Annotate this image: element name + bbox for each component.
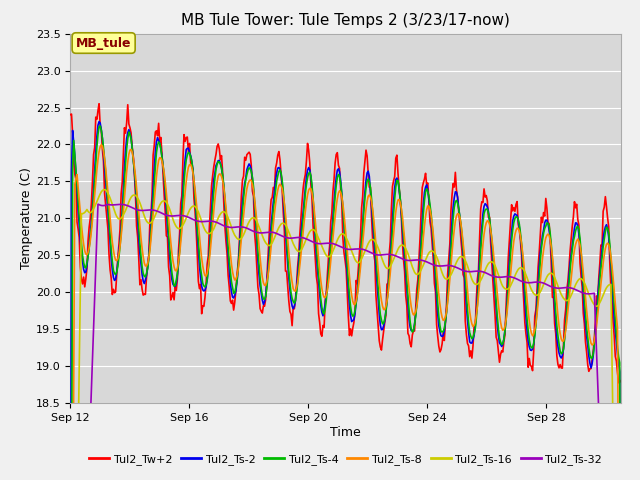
Text: MB_tule: MB_tule: [76, 36, 131, 49]
X-axis label: Time: Time: [330, 426, 361, 439]
Title: MB Tule Tower: Tule Temps 2 (3/23/17-now): MB Tule Tower: Tule Temps 2 (3/23/17-now…: [181, 13, 510, 28]
Legend: Tul2_Tw+2, Tul2_Ts-2, Tul2_Ts-4, Tul2_Ts-8, Tul2_Ts-16, Tul2_Ts-32: Tul2_Tw+2, Tul2_Ts-2, Tul2_Ts-4, Tul2_Ts…: [85, 449, 606, 469]
Y-axis label: Temperature (C): Temperature (C): [20, 168, 33, 269]
